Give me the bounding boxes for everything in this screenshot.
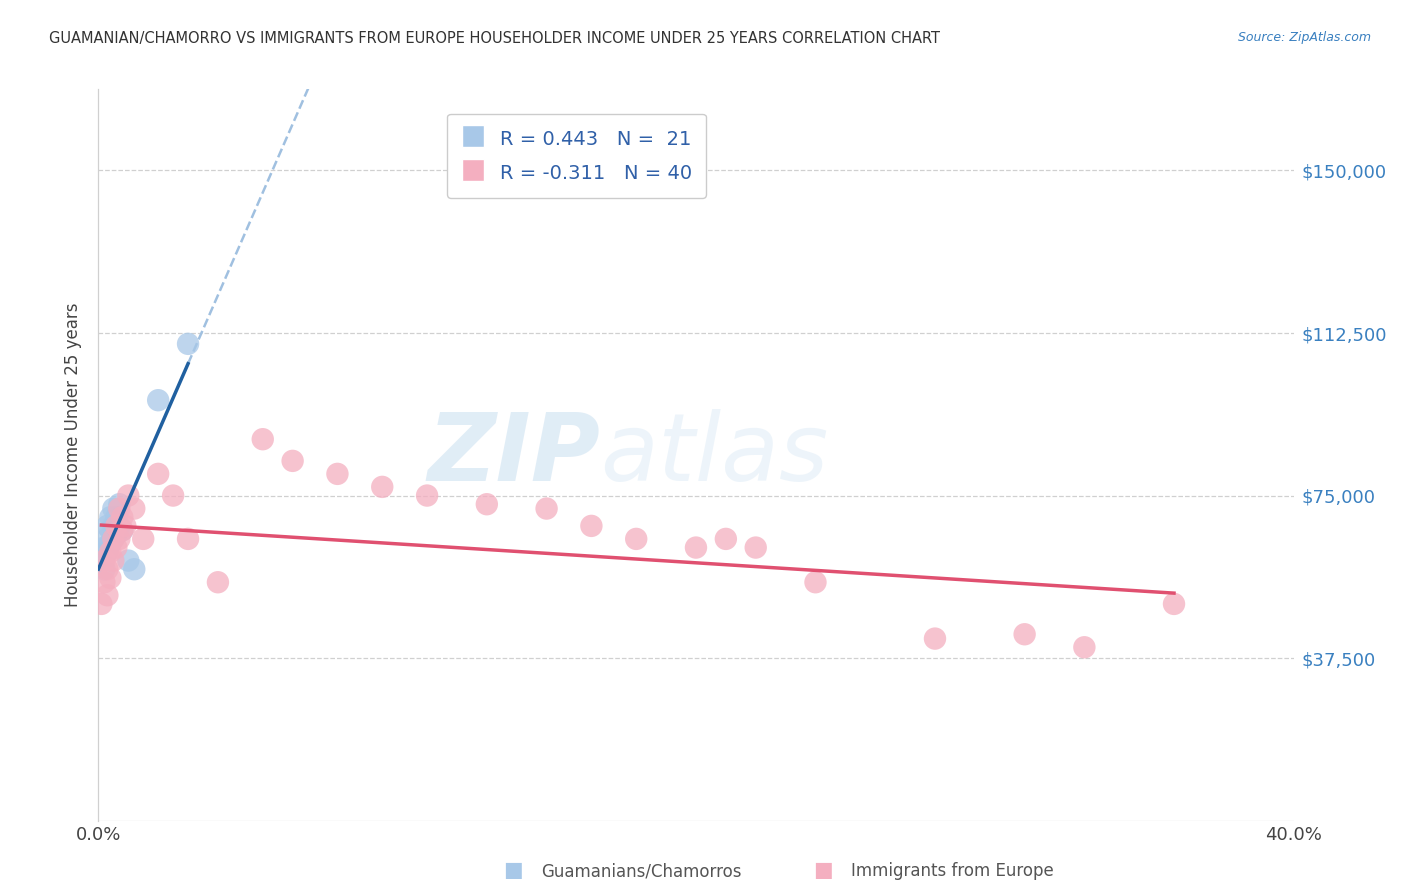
Point — [96, 588, 118, 602]
Point — [96, 545, 118, 559]
Point — [108, 501, 131, 516]
Point — [96, 532, 118, 546]
Point — [281, 454, 304, 468]
Point — [207, 575, 229, 590]
Point — [326, 467, 349, 481]
Point — [536, 501, 558, 516]
Point — [108, 532, 131, 546]
Text: Source: ZipAtlas.com: Source: ZipAtlas.com — [1237, 31, 1371, 45]
Y-axis label: Householder Income Under 25 years: Householder Income Under 25 years — [65, 302, 83, 607]
Point — [117, 489, 139, 503]
Point — [148, 467, 170, 481]
Point — [105, 510, 128, 524]
Point — [1073, 640, 1095, 655]
Text: Guamanians/Chamorros: Guamanians/Chamorros — [541, 863, 742, 880]
Point — [626, 532, 648, 546]
Text: GUAMANIAN/CHAMORRO VS IMMIGRANTS FROM EUROPE HOUSEHOLDER INCOME UNDER 25 YEARS C: GUAMANIAN/CHAMORRO VS IMMIGRANTS FROM EU… — [49, 31, 941, 46]
Point — [117, 553, 139, 567]
Point — [90, 553, 112, 567]
Point — [177, 336, 200, 351]
Point — [581, 519, 603, 533]
Point — [103, 519, 125, 533]
Point — [416, 489, 439, 503]
Point — [1014, 627, 1036, 641]
Point — [114, 519, 136, 533]
Point — [111, 523, 134, 537]
Point — [475, 497, 498, 511]
Point — [148, 393, 170, 408]
Point — [177, 532, 200, 546]
Text: atlas: atlas — [600, 409, 828, 500]
Point — [924, 632, 946, 646]
Point — [714, 532, 737, 546]
Point — [162, 489, 184, 503]
Point — [93, 553, 115, 567]
Text: ■: ■ — [813, 861, 832, 880]
Point — [105, 527, 128, 541]
Point — [96, 519, 118, 533]
Legend: R = 0.443   N =  21, R = -0.311   N = 40: R = 0.443 N = 21, R = -0.311 N = 40 — [447, 113, 706, 198]
Point — [1163, 597, 1185, 611]
Text: Immigrants from Europe: Immigrants from Europe — [851, 863, 1053, 880]
Point — [124, 562, 146, 576]
Point — [132, 532, 155, 546]
Point — [111, 523, 134, 537]
Point — [93, 575, 115, 590]
Point — [371, 480, 394, 494]
Point — [103, 532, 125, 546]
Point — [98, 523, 122, 537]
Point — [111, 510, 134, 524]
Text: ■: ■ — [503, 861, 523, 880]
Point — [103, 501, 125, 516]
Point — [98, 510, 122, 524]
Point — [103, 553, 125, 567]
Point — [105, 519, 128, 533]
Point — [103, 532, 125, 546]
Point — [252, 432, 274, 446]
Point — [105, 541, 128, 555]
Point — [804, 575, 827, 590]
Point — [96, 562, 118, 576]
Point — [98, 536, 122, 550]
Point — [98, 571, 122, 585]
Point — [124, 501, 146, 516]
Point — [108, 519, 131, 533]
Point — [745, 541, 768, 555]
Point — [93, 562, 115, 576]
Point — [98, 545, 122, 559]
Point — [685, 541, 707, 555]
Point — [108, 497, 131, 511]
Point — [90, 597, 112, 611]
Point — [93, 541, 115, 555]
Text: ZIP: ZIP — [427, 409, 600, 501]
